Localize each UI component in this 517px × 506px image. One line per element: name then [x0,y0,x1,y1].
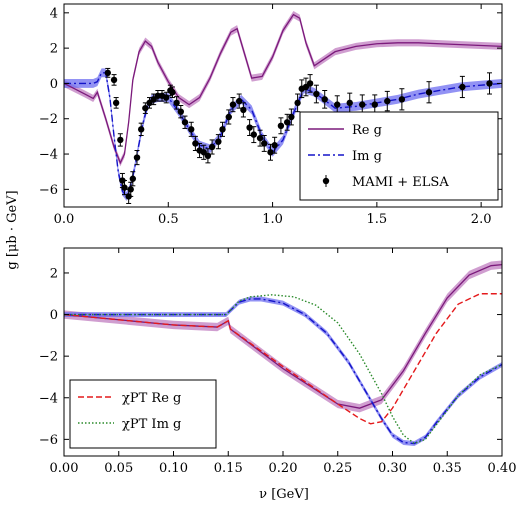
data-point-16 [163,91,170,104]
svg-text:MAMI + ELSA: MAMI + ELSA [352,175,449,190]
series-line-1-3 [64,294,502,445]
data-point-36 [256,129,264,147]
band-0-1 [64,68,502,201]
data-point-29 [219,121,226,137]
bottom-chart: 0.00 0.05 0.10 0.15 0.20 0.25 0.30 0.35 0.40 −6 −4… [39,247,517,476]
x-tick-label: 0.15 [214,461,243,476]
data-point-1 [110,74,118,86]
data-point-40 [277,117,285,135]
series-line-0-0 [64,13,502,165]
data-point-19 [173,96,180,110]
x-tick-label: 0.10 [159,461,188,476]
data-point-52 [371,94,378,115]
data-point-37 [261,135,268,152]
data-point-23 [192,135,199,152]
x-tick-label: 2.0 [471,212,492,227]
y-tick-label: −6 [39,183,58,198]
data-point-42 [288,108,295,126]
x-tick-label: 0.00 [50,461,79,476]
data-point-12 [146,97,153,109]
x-tick-label: 0.35 [433,461,462,476]
data-point-47 [313,84,320,104]
data-point-35 [250,126,257,144]
data-point-8 [129,171,137,187]
x-tick-label: 0.40 [488,461,517,476]
series-line-0-1 [64,72,502,198]
data-point-55 [425,81,433,104]
x-tick-label: 1.0 [262,212,283,227]
data-point-33 [240,102,247,118]
legend-1: χPT Re g χPT Im g [69,379,217,449]
x-tick-label: 0.20 [269,461,298,476]
data-point-46 [306,74,314,93]
data-point-32 [236,93,243,109]
data-point-10 [137,122,145,137]
data-point-48 [321,89,328,109]
x-tick-label: 0.5 [158,212,179,227]
x-tick-label: 1.5 [367,212,388,227]
y-tick-label: 0 [50,77,58,92]
y-tick-label: 2 [50,42,58,57]
svg-text:Re g: Re g [352,123,382,138]
data-point-7 [127,181,134,197]
x-tick-label: 0.05 [104,461,133,476]
svg-text:Im g: Im g [352,149,382,164]
data-point-3 [117,133,124,147]
svg-text:χPT Im g: χPT Im g [122,417,181,432]
data-point-27 [208,139,216,155]
y-tick-label: −2 [39,112,58,127]
data-point-2 [112,97,120,109]
y-tick-label: 0 [50,308,58,323]
data-point-53 [384,90,391,112]
data-point-25 [200,144,207,160]
data-point-11 [142,102,149,114]
x-tick-label: 0.0 [54,212,75,227]
data-point-54 [398,88,406,111]
data-point-13 [150,93,157,106]
y-tick-label: −4 [39,391,58,406]
y-tick-label: −6 [39,433,58,448]
y-axis-label: g [μb · GeV] [5,190,20,269]
data-point-38 [267,143,274,161]
y-tick-label: 4 [50,6,58,21]
data-point-28 [215,134,222,150]
data-point-50 [346,92,353,114]
axes-frame-0 [63,3,503,208]
data-point-22 [188,121,195,137]
legend-item: Im g [308,149,382,164]
data-point-30 [225,109,232,125]
data-point-57 [486,72,493,95]
data-point-18 [169,86,176,99]
legend-item: χPT Im g [78,417,181,432]
data-point-51 [359,94,366,115]
legend-item: Re g [308,123,382,138]
data-point-0 [104,67,112,78]
x-tick-label: 0.25 [323,461,352,476]
data-point-56 [459,75,466,99]
y-tick-label: 2 [50,266,58,281]
series-line-1-1 [64,298,502,445]
top-chart: 0.0 0.5 1.0 1.5 2.0 −6 −4 −2 0 2 4 Re g Im g MAMI + E… [39,3,503,227]
x-tick-label: 0.30 [378,461,407,476]
data-point-44 [298,79,305,99]
data-point-9 [133,150,141,166]
svg-text:χPT Re g: χPT Re g [122,391,181,406]
data-point-43 [294,93,301,113]
legend-item: χPT Re g [78,391,181,406]
data-point-34 [246,119,253,137]
data-point-31 [229,97,237,113]
data-point-45 [302,77,310,97]
legend-item: MAMI + ELSA [322,175,449,190]
data-point-39 [271,136,278,154]
y-tick-label: −4 [39,148,58,163]
data-point-20 [177,105,184,119]
data-point-41 [283,113,291,131]
y-tick-label: −2 [39,350,58,365]
legend-0: Re g Im g MAMI + ELSA [299,111,499,201]
data-point-21 [181,115,189,129]
x-axis-label: ν [GeV] [259,487,309,502]
series-line-1-2 [64,293,502,425]
